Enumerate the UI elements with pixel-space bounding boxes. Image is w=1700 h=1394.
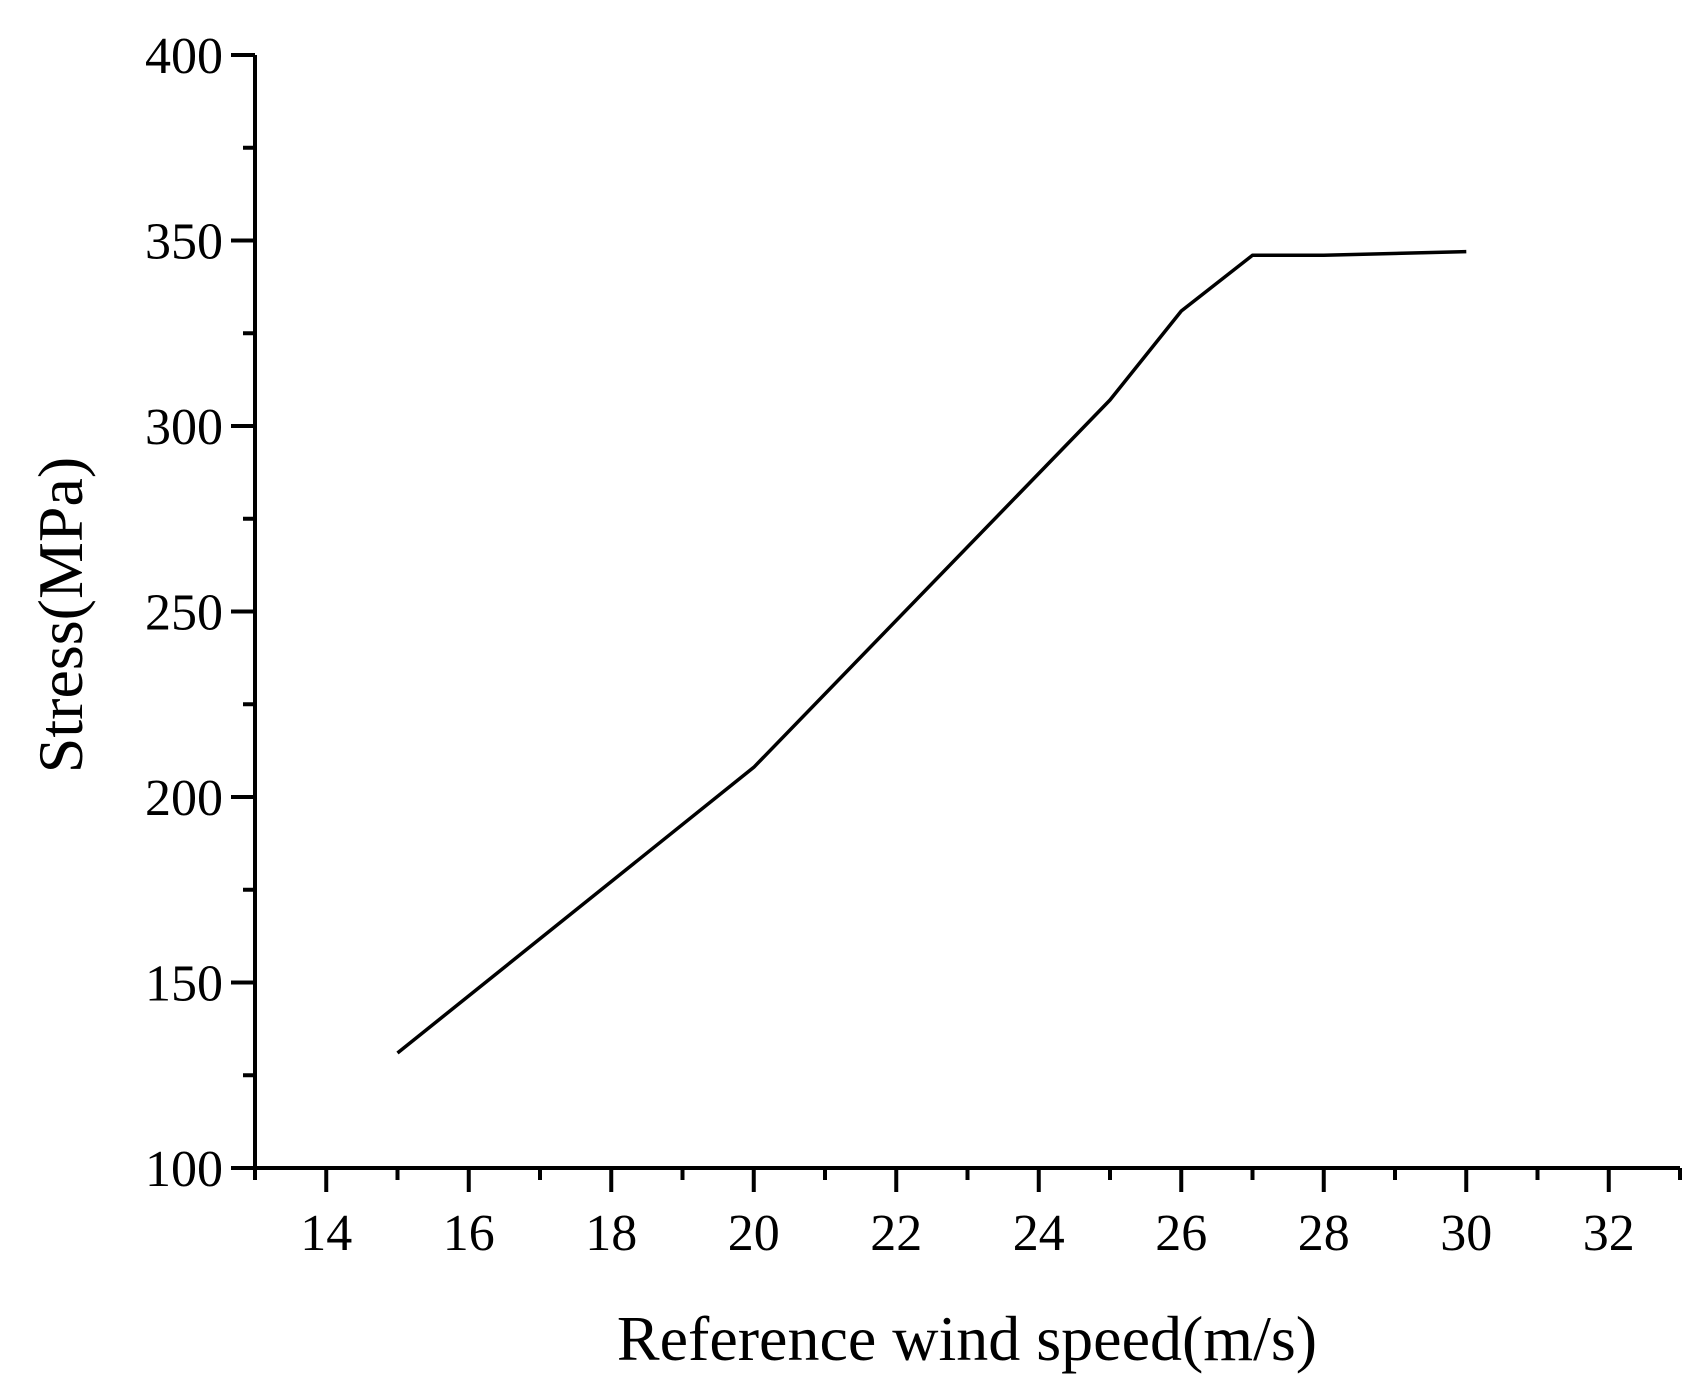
series-group [396,249,1467,1055]
x-tick-label: 22 [870,1205,922,1262]
y-axis: 100 150 200 250 300 350 400 [145,28,257,1198]
x-tick-label: 32 [1583,1205,1635,1262]
series-line [396,249,1467,1055]
y-tick-label: 250 [145,585,223,642]
x-tick-label: 14 [300,1205,352,1262]
x-tick-label: 20 [728,1205,780,1262]
y-tick-label: 150 [145,956,223,1013]
y-tick-label: 200 [145,770,223,827]
y-tick-label: 400 [145,28,223,85]
y-axis-title: Stress(MPa) [25,457,96,773]
y-tick-label: 350 [145,214,223,271]
x-axis-title: Reference wind speed(m/s) [617,1303,1317,1374]
y-tick-label: 300 [145,399,223,456]
x-tick-label: 28 [1298,1205,1350,1262]
x-tick-label: 16 [443,1205,495,1262]
x-tick-label: 30 [1440,1205,1492,1262]
x-tick-label: 18 [585,1205,637,1262]
y-tick-label: 100 [145,1141,223,1198]
x-axis: 14 16 18 20 22 24 26 28 30 32 [253,1166,1682,1262]
x-tick-label: 26 [1155,1205,1207,1262]
x-tick-label: 24 [1013,1205,1065,1262]
